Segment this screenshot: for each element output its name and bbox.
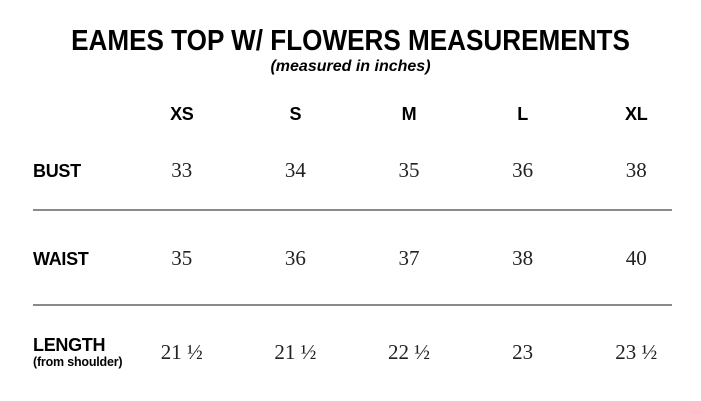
table-row-bust: BUST 33 34 35 36 38 — [33, 158, 693, 182]
measurement-value-length-xl: 23 ½ — [615, 339, 658, 364]
table-row-waist: WAIST 35 36 37 38 40 — [33, 246, 693, 270]
row-sublabel-text: (from shoulder) — [33, 354, 123, 369]
page-title: EAMES TOP W/ FLOWERS MEASUREMENTS — [71, 25, 630, 57]
row-label-text: WAIST — [33, 248, 89, 269]
measurement-value-waist-l: 38 — [512, 246, 534, 270]
measurement-value-waist-m: 37 — [398, 246, 420, 270]
measurement-value-waist-xl: 40 — [625, 246, 647, 270]
size-column-header-xs: XS — [170, 103, 194, 124]
table-row-length: LENGTH (from shoulder) 21 ½ 21 ½ 22 ½ 23… — [33, 330, 693, 374]
row-label-text: BUST — [33, 160, 81, 181]
row-label-bust: BUST — [33, 161, 125, 181]
measurement-value-length-l: 23 — [512, 339, 534, 364]
row-divider — [33, 209, 672, 211]
row-label-length: LENGTH (from shoulder) — [33, 335, 125, 370]
measurement-value-bust-xl: 38 — [625, 158, 647, 182]
measurement-value-bust-m: 35 — [398, 158, 420, 182]
size-column-header-m: M — [401, 103, 417, 124]
measurement-value-waist-s: 36 — [284, 246, 306, 270]
measurement-value-bust-xs: 33 — [171, 158, 193, 182]
row-label-text: LENGTH — [33, 334, 106, 355]
size-column-header-xl: XL — [624, 103, 648, 124]
size-header-row: XS S M L XL — [33, 102, 693, 126]
row-label-waist: WAIST — [33, 249, 125, 269]
measurement-value-length-xs: 21 ½ — [160, 339, 203, 364]
measurement-value-bust-l: 36 — [512, 158, 534, 182]
page-subtitle: (measured in inches) — [270, 58, 431, 75]
measurement-value-waist-xs: 35 — [171, 246, 193, 270]
measurement-value-bust-s: 34 — [284, 158, 306, 182]
measurement-value-length-m: 22 ½ — [387, 339, 430, 364]
size-column-header-s: S — [289, 103, 302, 124]
size-column-header-l: L — [517, 103, 528, 124]
measurement-value-length-s: 21 ½ — [274, 339, 317, 364]
row-divider — [33, 304, 672, 306]
